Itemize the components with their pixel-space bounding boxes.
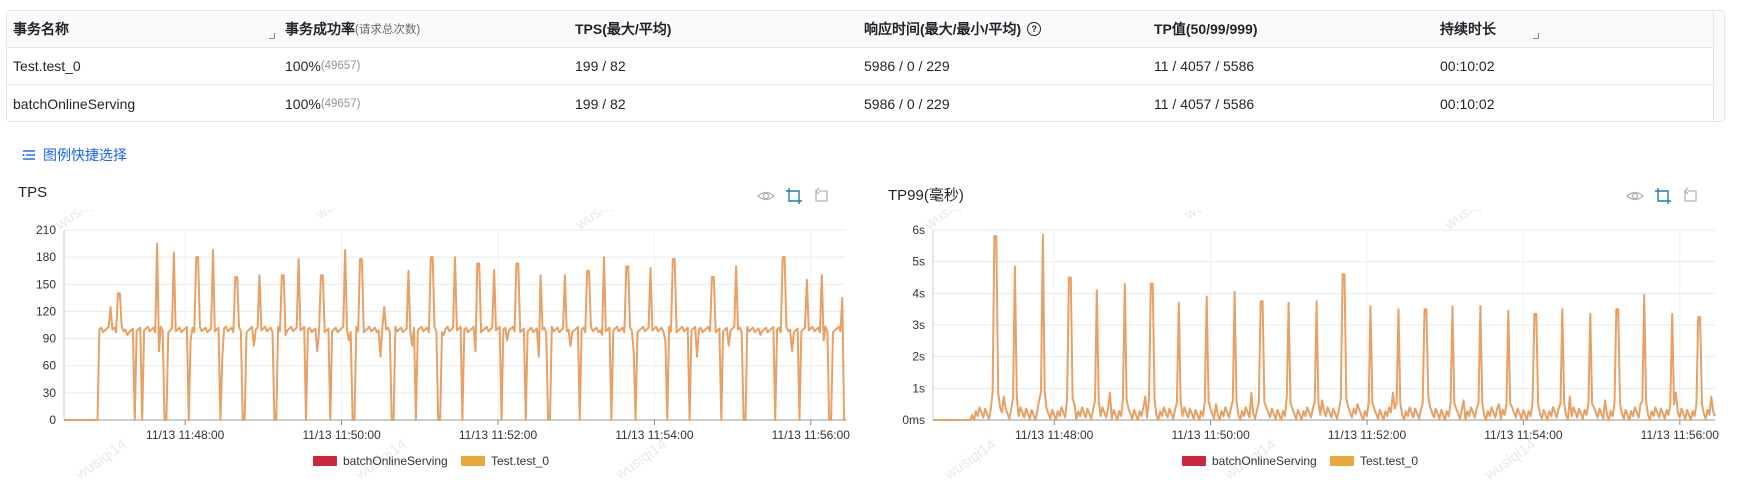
row-tps: 199 / 82 bbox=[575, 58, 626, 74]
header-success-rate-sub: (请求总次数) bbox=[355, 24, 421, 36]
zoom-reset-icon[interactable] bbox=[812, 187, 830, 205]
row-success-rate: 100% (49657) bbox=[285, 58, 361, 74]
y-tick-label: 150 bbox=[36, 277, 56, 291]
legend-label: batchOnlineServing bbox=[1212, 454, 1317, 468]
legend-label: Test.test_0 bbox=[491, 454, 549, 468]
series-line bbox=[64, 242, 846, 421]
zoom-area-icon[interactable] bbox=[785, 187, 803, 205]
watermark-text: wusiqi14 bbox=[941, 436, 999, 480]
y-tick-label: 60 bbox=[43, 359, 57, 373]
y-tick-label: 5s bbox=[912, 255, 925, 269]
row-latency: 5986 / 0 / 229 bbox=[864, 95, 950, 112]
zoom-area-icon[interactable] bbox=[1654, 187, 1672, 205]
row-name: batchOnlineServing bbox=[13, 95, 136, 112]
table-header-row: 事务名称 事务成功率 (请求总次数) TPS(最大/平均) 响应时间(最大/最小/… bbox=[7, 11, 1715, 48]
row-tps: 199 / 82 bbox=[575, 95, 626, 112]
table-row[interactable]: batchOnlineServing 100% (49657) 199 / 82 … bbox=[7, 85, 1715, 121]
row-name: Test.test_0 bbox=[13, 58, 81, 74]
legend-label: Test.test_0 bbox=[1360, 454, 1418, 468]
header-success-rate[interactable]: 事务成功率 (请求总次数) bbox=[285, 21, 421, 37]
x-tick-label: 11/13 11:54:00 bbox=[1484, 428, 1563, 442]
header-tps[interactable]: TPS(最大/平均) bbox=[575, 21, 672, 37]
x-tick-label: 11/13 11:48:00 bbox=[146, 428, 225, 442]
header-latency[interactable]: 响应时间(最大/最小/平均)? bbox=[864, 11, 1042, 47]
series-line bbox=[933, 233, 1716, 421]
chart-title-tp99: TP99(毫秒) bbox=[888, 187, 964, 204]
x-tick-label: 11/13 11:50:00 bbox=[302, 428, 381, 442]
row-success-rate: 100% (49657) bbox=[285, 95, 361, 112]
row-duration: 00:10:02 bbox=[1440, 58, 1495, 74]
table-scrollbar[interactable] bbox=[1713, 11, 1724, 121]
legend-swatch bbox=[313, 456, 337, 466]
x-tick-label: 11/13 11:56:00 bbox=[1641, 428, 1720, 442]
y-tick-label: 6s bbox=[912, 223, 925, 237]
tp99-chart[interactable]: wusiqi14wusiqi14wusiqi14wusiqi14wusiqi14… bbox=[869, 210, 1739, 480]
column-resize-handle[interactable] bbox=[1533, 33, 1539, 39]
legend-swatch bbox=[461, 456, 485, 466]
x-tick-label: 11/13 11:50:00 bbox=[1171, 428, 1250, 442]
watermark-text: wusiqi14 bbox=[72, 436, 130, 480]
y-tick-label: 30 bbox=[43, 386, 57, 400]
watermark-text: wusiqi14 bbox=[1181, 210, 1239, 224]
y-tick-label: 4s bbox=[912, 286, 925, 300]
column-resize-handle[interactable] bbox=[269, 33, 275, 39]
eye-icon[interactable] bbox=[1626, 187, 1644, 205]
y-tick-label: 1s bbox=[912, 381, 925, 395]
x-tick-label: 11/13 11:52:00 bbox=[459, 428, 538, 442]
eye-icon[interactable] bbox=[757, 187, 775, 205]
row-duration: 00:10:02 bbox=[1440, 95, 1495, 112]
zoom-reset-icon[interactable] bbox=[1681, 187, 1699, 205]
header-name[interactable]: 事务名称 bbox=[13, 21, 69, 37]
header-tp[interactable]: TP值(50/99/999) bbox=[1154, 21, 1258, 37]
x-tick-label: 11/13 11:48:00 bbox=[1015, 428, 1094, 442]
watermark-text: wusiqi14 bbox=[312, 210, 370, 224]
y-tick-label: 90 bbox=[43, 332, 57, 346]
y-tick-label: 120 bbox=[36, 304, 56, 318]
y-tick-label: 180 bbox=[36, 250, 56, 264]
legend-quick-select-label: 图例快捷选择 bbox=[43, 147, 127, 163]
y-tick-label: 0ms bbox=[902, 413, 925, 427]
y-tick-label: 3s bbox=[912, 318, 925, 332]
watermark-text: wusiqi14 bbox=[612, 436, 670, 480]
x-tick-label: 11/13 11:52:00 bbox=[1328, 428, 1407, 442]
x-tick-label: 11/13 11:56:00 bbox=[772, 428, 851, 442]
header-duration[interactable]: 持续时长 bbox=[1440, 21, 1496, 37]
legend-swatch bbox=[1330, 456, 1354, 466]
legend-quick-select-button[interactable]: 图例快捷选择 bbox=[22, 145, 127, 165]
transaction-table: 事务名称 事务成功率 (请求总次数) TPS(最大/平均) 响应时间(最大/最小/… bbox=[6, 10, 1725, 122]
row-tp: 11 / 4057 / 5586 bbox=[1154, 95, 1255, 112]
list-filter-icon bbox=[22, 150, 35, 160]
table-row[interactable]: Test.test_0 100% (49657) 199 / 82 5986 / … bbox=[7, 48, 1715, 85]
x-tick-label: 11/13 11:54:00 bbox=[615, 428, 694, 442]
chart-title-tps: TPS bbox=[18, 184, 48, 201]
question-icon[interactable]: ? bbox=[1027, 22, 1042, 36]
tps-chart[interactable]: wusiqi14wusiqi14wusiqi14wusiqi14wusiqi14… bbox=[0, 210, 870, 480]
y-tick-label: 0 bbox=[49, 413, 56, 427]
y-tick-label: 210 bbox=[36, 223, 56, 237]
watermark-text: wusiqi14 bbox=[1481, 436, 1539, 480]
row-tp: 11 / 4057 / 5586 bbox=[1154, 58, 1255, 74]
y-tick-label: 2s bbox=[912, 350, 925, 364]
row-latency: 5986 / 0 / 229 bbox=[864, 58, 950, 74]
legend-label: batchOnlineServing bbox=[343, 454, 448, 468]
legend-swatch bbox=[1182, 456, 1206, 466]
